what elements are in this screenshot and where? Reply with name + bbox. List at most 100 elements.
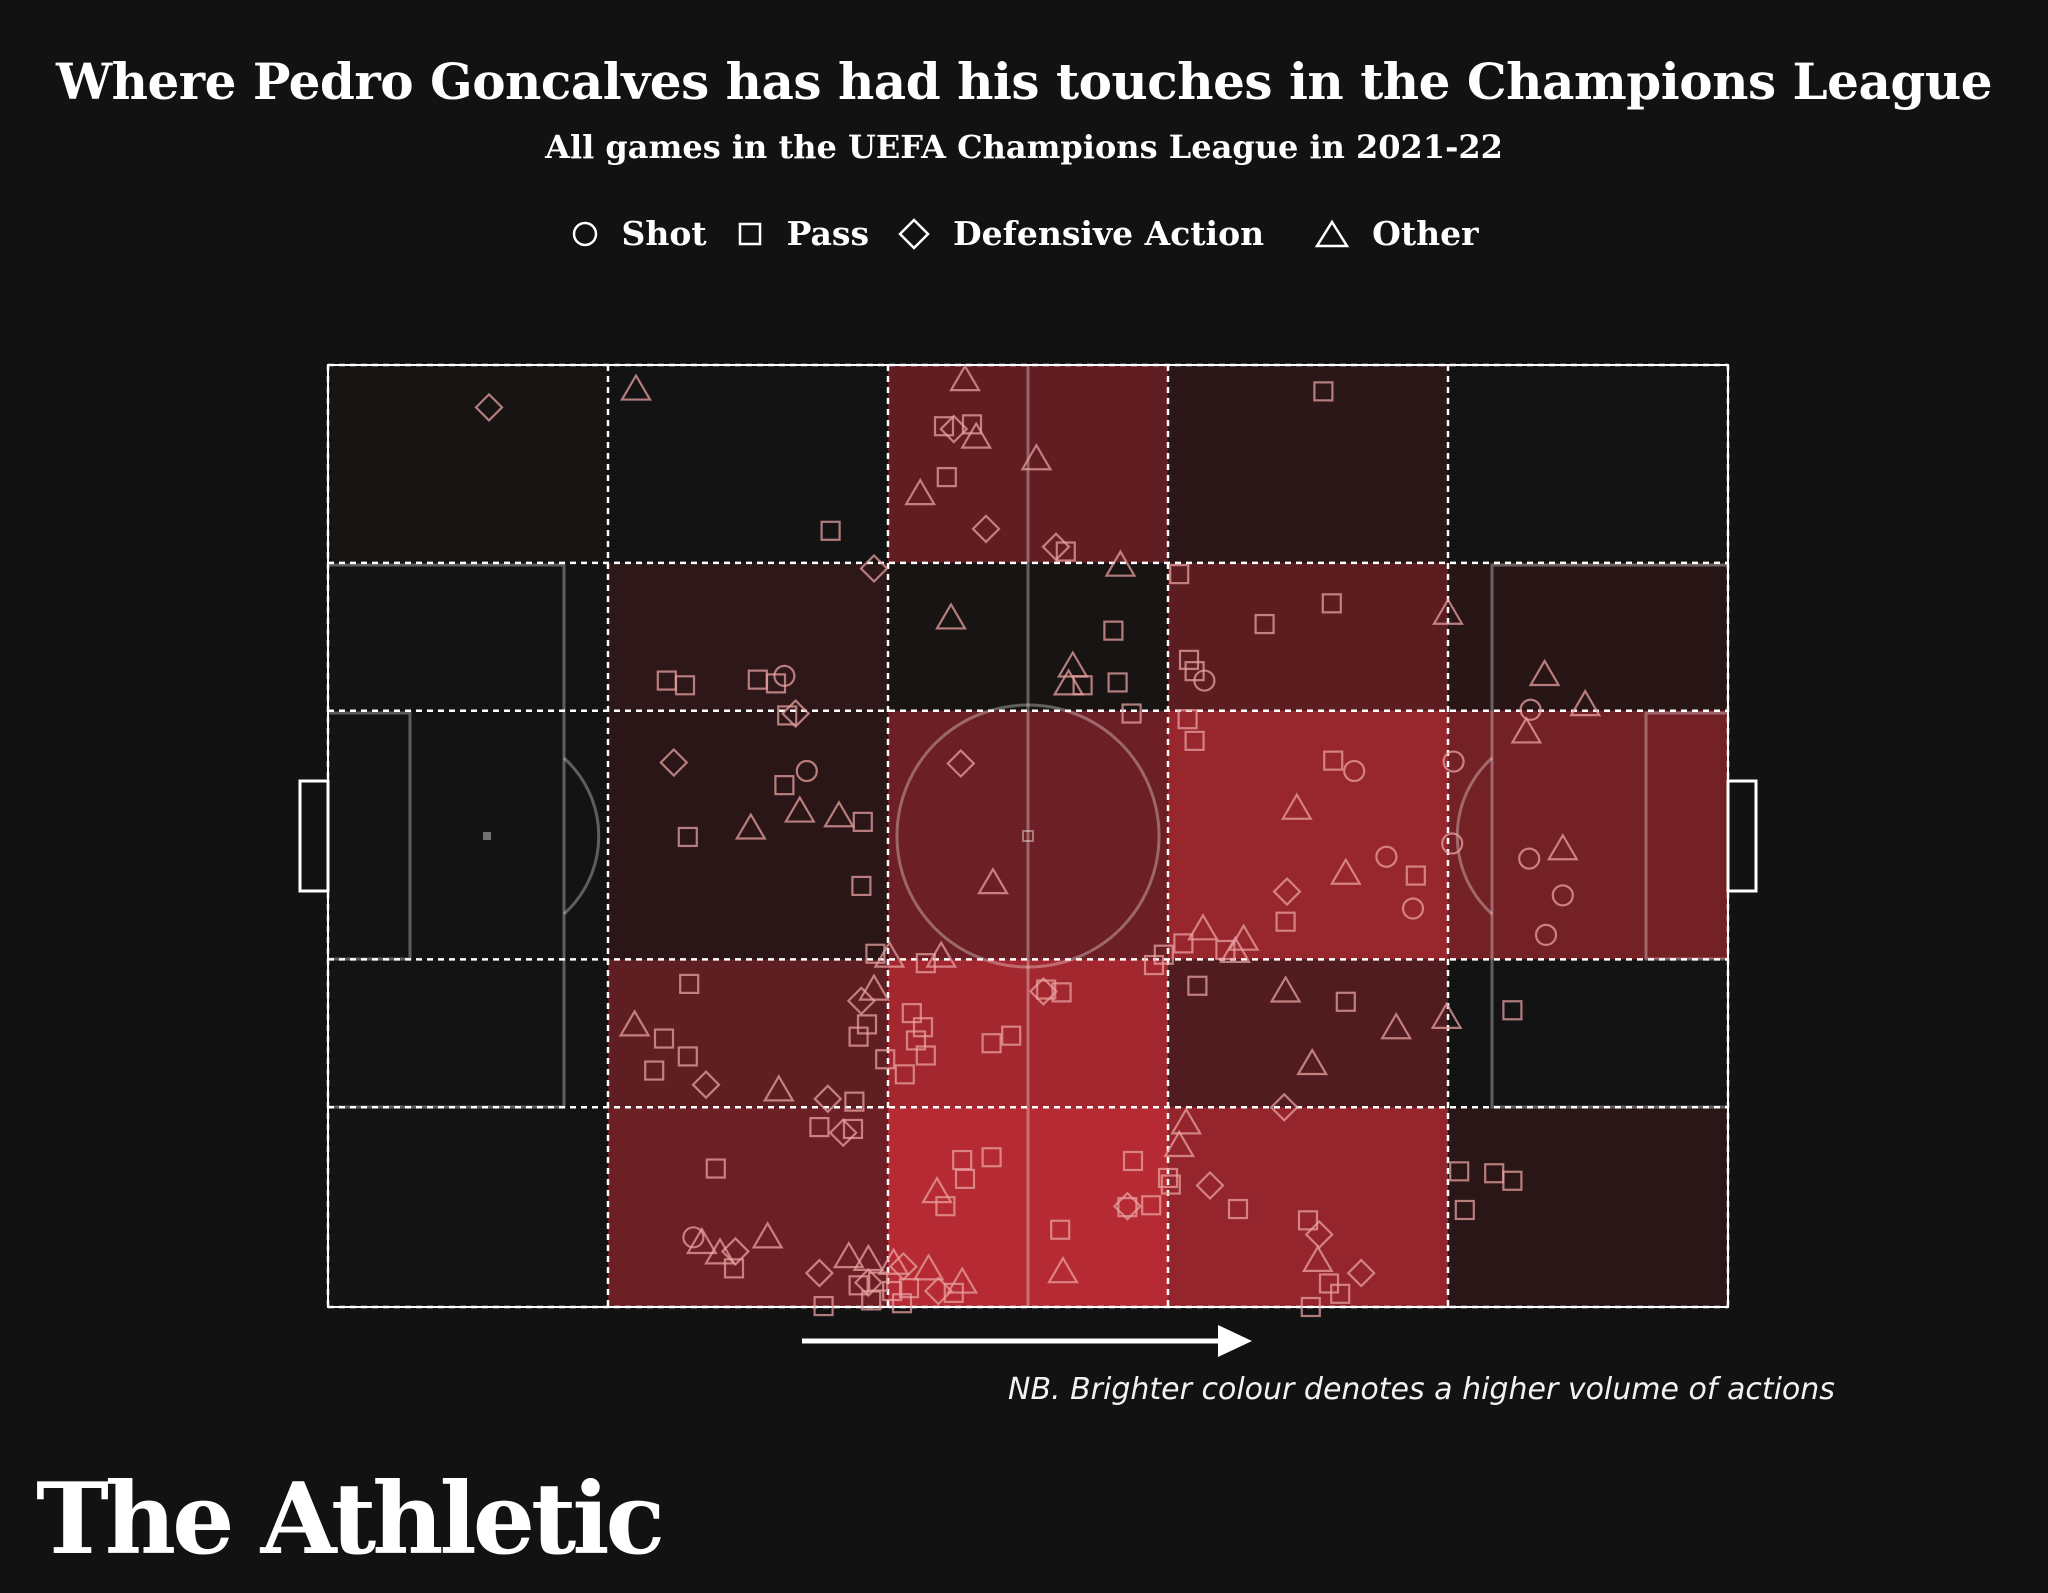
pass-marker [1107, 672, 1128, 693]
zone-cell [888, 365, 1168, 563]
pass-marker [961, 414, 983, 435]
pass-marker [1177, 709, 1198, 730]
other-marker [1528, 658, 1561, 687]
other-marker [1187, 913, 1219, 941]
pass-marker [935, 1196, 956, 1217]
shot-marker [1401, 897, 1425, 920]
direction-arrow [802, 1325, 1252, 1357]
defensive-action-marker [1269, 1092, 1299, 1122]
pass-marker [1330, 1283, 1351, 1304]
zone-cell [608, 959, 888, 1108]
legend-item-pass: Pass [735, 214, 869, 253]
pass-marker [677, 826, 698, 848]
zone-cell [608, 1107, 888, 1307]
other-marker [1432, 597, 1464, 625]
pass-marker [981, 1033, 1002, 1054]
pass-marker [813, 1295, 834, 1317]
the-athletic-logo: The Athletic [36, 1462, 665, 1577]
pass-marker [842, 1118, 864, 1140]
pass-marker [820, 520, 841, 541]
pass-marker [901, 1002, 922, 1024]
footnote: NB. Brighter colour denotes a higher vol… [1008, 1372, 1835, 1407]
pass-marker [981, 1147, 1002, 1168]
pass-marker [943, 1282, 964, 1303]
pass-marker [1297, 1210, 1319, 1231]
other-marker [977, 866, 1009, 895]
defensive-action-marker [828, 1118, 858, 1148]
zone-cell [328, 1107, 608, 1307]
other-marker [1329, 857, 1362, 885]
other-marker [1569, 688, 1602, 717]
pass-marker [851, 875, 872, 897]
pass-marker [644, 1060, 665, 1081]
legend-label-pass: Pass [786, 214, 870, 253]
zone-cell [1448, 959, 1728, 1108]
zone-cell [1168, 562, 1448, 711]
left-penalty-arc [562, 756, 601, 916]
pass-marker [1141, 1195, 1162, 1216]
other-marker [823, 800, 855, 828]
other-marker [704, 1237, 736, 1265]
other-marker [904, 477, 937, 506]
chart-title: Where Pedro Goncalves has had his touche… [55, 52, 1993, 111]
other-marker [960, 421, 993, 449]
zone-cell [328, 365, 608, 563]
other-marker [1170, 1107, 1203, 1135]
other-marker [912, 1253, 945, 1281]
pass-marker [809, 1116, 830, 1138]
pass-marker [1050, 1219, 1071, 1240]
pass-marker [777, 705, 798, 726]
zone-cell [1168, 959, 1448, 1108]
other-marker [762, 1074, 795, 1102]
pass-marker [936, 466, 957, 488]
pass-marker [1215, 939, 1236, 961]
pass-marker [1169, 564, 1190, 585]
pass-marker [1160, 1174, 1181, 1195]
defensive-action-marker [1346, 1258, 1376, 1288]
pass-marker [774, 775, 795, 796]
zone-cell [328, 710, 608, 960]
legend-item-shot: Shot [570, 214, 707, 253]
pass-marker [1001, 1025, 1022, 1046]
pass-marker [861, 1290, 882, 1311]
pass-marker [674, 675, 696, 696]
zone-cell [328, 959, 608, 1108]
other-marker [1219, 935, 1252, 964]
defensive-action-marker [1195, 1170, 1225, 1201]
pass-marker [844, 1091, 865, 1112]
other-marker [685, 1226, 718, 1255]
pass-marker [1405, 865, 1426, 886]
defensive-action-marker [1272, 877, 1302, 907]
zone-cell [888, 1107, 1168, 1307]
left-goal [298, 779, 330, 893]
shot-marker [795, 759, 818, 783]
pass-marker [1454, 1199, 1475, 1221]
defensive-action-marker [691, 1070, 721, 1100]
zone-cell [608, 365, 888, 563]
chart-subtitle: All games in the UEFA Champions League i… [545, 128, 1503, 166]
pass-marker [679, 973, 700, 994]
other-marker [1163, 1129, 1196, 1158]
pass-marker [1184, 730, 1205, 751]
zone-cell [328, 562, 608, 711]
other-marker [1269, 975, 1302, 1003]
zone-cell [888, 959, 1168, 1108]
other-marker [1301, 1244, 1334, 1273]
pass-marker [1313, 381, 1334, 402]
legend-label-defensive-action: Defensive Action [953, 214, 1265, 253]
shot-marker [773, 664, 796, 687]
shot-marker [1442, 750, 1465, 773]
zone-cell [1448, 562, 1728, 711]
zone-cell [1168, 1107, 1448, 1307]
pass-marker [1275, 911, 1296, 932]
other-marker [935, 602, 967, 630]
defensive-action-marker [888, 1251, 918, 1282]
shot-marker [1193, 669, 1216, 692]
pass-marker [875, 1049, 896, 1070]
pass-marker [954, 1168, 976, 1189]
defensive-action-marker [853, 1267, 883, 1298]
other-marker [618, 1009, 651, 1037]
pass-marker [898, 1278, 920, 1299]
pass-marker [915, 953, 936, 974]
